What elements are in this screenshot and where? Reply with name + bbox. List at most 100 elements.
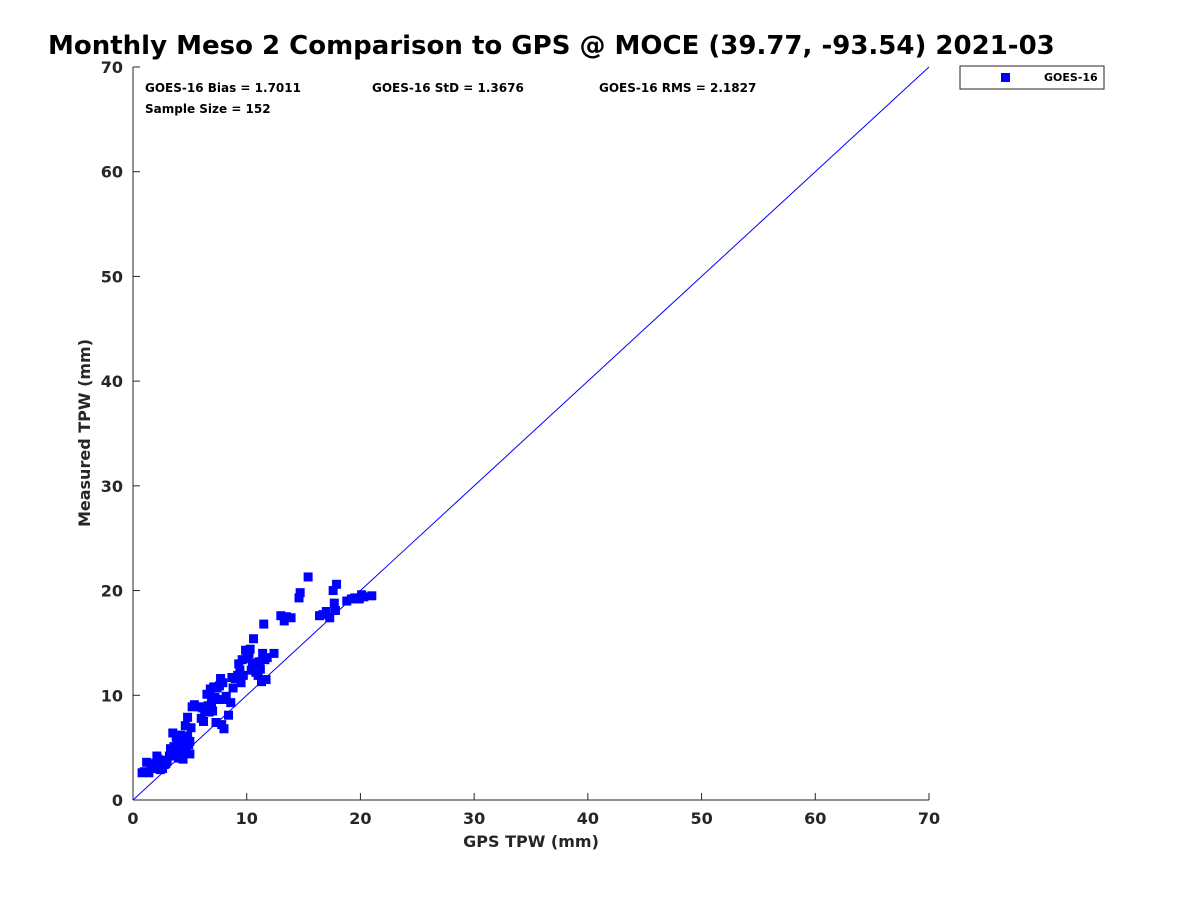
x-tick-label: 10 <box>236 809 258 828</box>
data-point <box>246 665 256 675</box>
data-point <box>330 605 340 615</box>
data-point <box>328 586 338 596</box>
data-point <box>253 670 263 680</box>
data-point <box>197 703 207 713</box>
data-point <box>172 745 182 755</box>
y-tick-label: 20 <box>101 582 123 601</box>
data-point <box>237 655 247 665</box>
data-point <box>219 724 229 734</box>
data-point <box>166 744 176 754</box>
y-tick-label: 60 <box>101 163 123 182</box>
x-tick-label: 0 <box>127 809 138 828</box>
legend-marker-goes-16 <box>1001 73 1010 82</box>
data-point <box>178 747 188 757</box>
data-point <box>262 653 272 663</box>
data-point <box>303 572 313 582</box>
data-point <box>206 698 216 708</box>
data-point <box>269 648 279 658</box>
data-point <box>186 723 196 733</box>
data-point <box>329 598 339 608</box>
data-point <box>286 613 296 623</box>
axis-ticks: 0 10 20 30 40 50 60 70 0 10 20 30 40 50 60 70 <box>101 58 940 828</box>
one-to-one-line <box>132 66 930 801</box>
reference-line-layer <box>132 66 930 801</box>
x-tick-label: 60 <box>804 809 826 828</box>
data-point <box>255 664 265 674</box>
data-point <box>226 698 236 708</box>
chart-title: Monthly Meso 2 Comparison to GPS @ MOCE … <box>48 31 1055 61</box>
data-point <box>161 758 171 768</box>
data-point <box>243 650 253 660</box>
data-point <box>249 634 259 644</box>
data-point <box>350 593 360 603</box>
x-tick-label: 20 <box>349 809 371 828</box>
x-tick-label: 70 <box>918 809 940 828</box>
data-point <box>211 718 221 728</box>
y-tick-label: 50 <box>101 267 123 286</box>
data-point <box>258 648 268 658</box>
data-point <box>254 657 264 667</box>
y-tick-label: 40 <box>101 372 123 391</box>
legend-box <box>959 65 1105 90</box>
data-point <box>295 588 305 598</box>
data-point <box>185 736 195 746</box>
data-point <box>139 767 149 777</box>
x-axis-label: GPS TPW (mm) <box>463 832 599 851</box>
y-tick-label: 0 <box>112 791 123 810</box>
data-point <box>208 706 218 716</box>
data-point <box>168 751 178 761</box>
data-point <box>172 740 182 750</box>
scatter-points <box>137 572 377 778</box>
stat-bias: GOES-16 Bias = 1.7011 <box>145 81 301 95</box>
data-point <box>294 593 304 603</box>
data-point <box>247 658 257 668</box>
x-tick-label: 40 <box>577 809 599 828</box>
data-point <box>245 644 255 654</box>
data-point <box>261 675 271 685</box>
y-tick-label: 30 <box>101 477 123 496</box>
legend-label-goes-16: GOES-16 <box>1044 71 1098 84</box>
data-point <box>332 579 342 589</box>
data-point <box>221 691 231 701</box>
data-point <box>367 591 377 601</box>
data-point <box>199 716 209 726</box>
data-point <box>183 731 193 741</box>
data-point <box>183 712 193 722</box>
data-point <box>150 764 160 774</box>
data-point <box>173 753 183 763</box>
data-point <box>224 710 234 720</box>
data-point <box>238 670 248 680</box>
y-tick-label: 10 <box>101 686 123 705</box>
legend: GOES-16 <box>959 65 1105 90</box>
data-point <box>228 683 238 693</box>
stat-sample-size: Sample Size = 152 <box>145 102 271 116</box>
data-point <box>256 677 266 687</box>
data-point <box>236 678 246 688</box>
data-point <box>216 674 226 684</box>
data-point <box>171 732 181 742</box>
x-tick-label: 30 <box>463 809 485 828</box>
data-point <box>342 596 352 606</box>
data-point <box>213 694 223 704</box>
data-point <box>142 757 152 767</box>
data-point <box>227 672 237 682</box>
y-axis-label: Measured TPW (mm) <box>75 339 94 527</box>
data-point <box>189 700 199 710</box>
data-point <box>202 689 212 699</box>
data-point <box>321 607 331 617</box>
data-point <box>235 665 245 675</box>
data-point <box>185 749 195 759</box>
plot-area: 0 10 20 30 40 50 60 70 0 10 20 30 40 50 60 70 <box>101 58 940 828</box>
stat-rms: GOES-16 RMS = 2.1827 <box>599 81 756 95</box>
x-tick-label: 50 <box>690 809 712 828</box>
data-point <box>359 592 369 602</box>
data-point <box>259 619 269 629</box>
data-point <box>178 754 188 764</box>
data-point <box>233 670 243 680</box>
data-point <box>282 612 292 622</box>
stat-std: GOES-16 StD = 1.3676 <box>372 81 524 95</box>
data-point <box>325 613 335 623</box>
data-point <box>180 721 190 731</box>
data-point <box>276 611 286 621</box>
